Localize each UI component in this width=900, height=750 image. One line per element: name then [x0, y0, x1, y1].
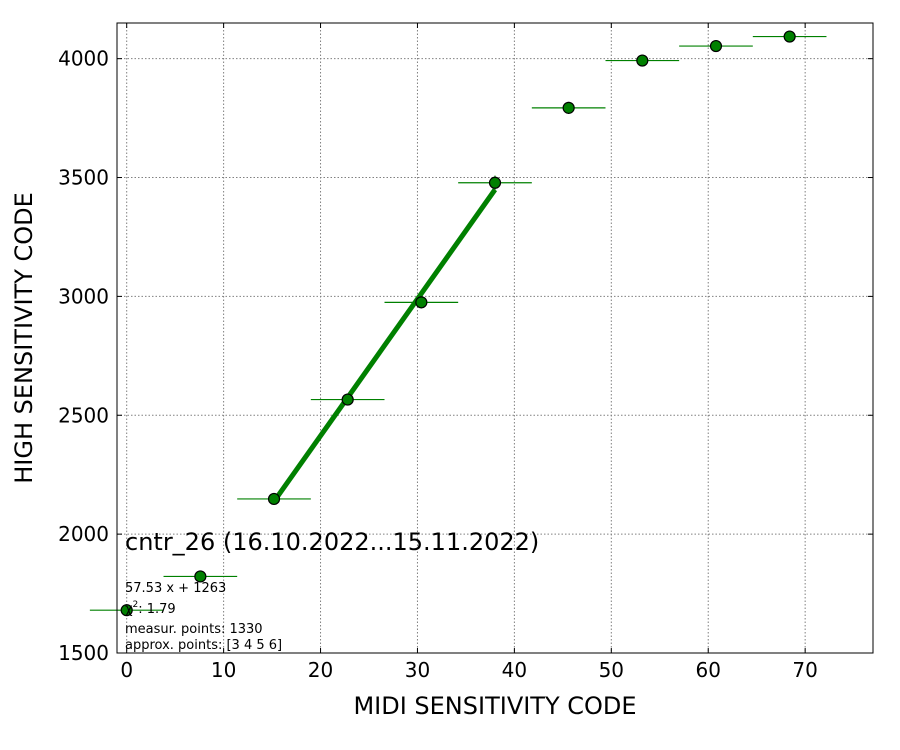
data-marker — [488, 176, 502, 189]
data-marker — [341, 393, 354, 406]
x-tick-label: 60 — [696, 658, 721, 682]
data-point — [310, 393, 385, 406]
data-point — [237, 492, 311, 506]
chi2-value: : 1.79 — [138, 602, 175, 617]
data-marker — [783, 30, 796, 43]
x-tick-label: 0 — [120, 658, 133, 682]
annotation-measur-points: measur. points: 1330 — [125, 622, 263, 637]
y-tick-label: 2000 — [58, 522, 109, 546]
plot-frame — [116, 22, 874, 654]
y-axis-title: HIGH SENSITIVITY CODE — [10, 192, 38, 484]
y-tick-label: 4000 — [58, 47, 109, 71]
data-point — [605, 54, 680, 67]
fit-layer — [271, 188, 498, 503]
annotation-equation: 57.53 x + 1263 — [125, 581, 226, 596]
data-point — [679, 39, 753, 53]
x-tick-label: 20 — [308, 658, 333, 682]
fit-line — [271, 188, 498, 503]
chi2-sup: 2 — [133, 600, 139, 610]
data-point — [384, 296, 459, 309]
data-marker — [120, 604, 133, 617]
data-point — [531, 101, 606, 114]
data-point — [458, 175, 532, 190]
y-tick-label: 1500 — [58, 641, 109, 665]
x-tick-label: 40 — [502, 658, 527, 682]
data-marker — [709, 39, 723, 53]
annotation-approx-points: approx. points: [3 4 5 6] — [125, 638, 282, 653]
data-point — [89, 604, 164, 617]
annotation-chi2: χ2: 1.79 — [125, 600, 176, 617]
data-marker — [562, 101, 575, 114]
x-tick-label: 70 — [792, 658, 817, 682]
grid — [117, 23, 873, 654]
data-marker — [636, 54, 649, 67]
data-marker — [415, 296, 428, 309]
annotations: cntr_26 (16.10.2022...15.11.2022) 57.53 … — [125, 528, 539, 653]
x-axis-title: MIDI SENSITIVITY CODE — [353, 692, 636, 720]
x-tick-label: 10 — [211, 658, 236, 682]
x-tick-label: 50 — [599, 658, 624, 682]
y-tick-label: 3500 — [58, 166, 109, 190]
data-point — [752, 30, 827, 43]
ticks: 0 10 20 30 40 50 60 70 1500 2000 2500 3000 3500 4000 — [58, 23, 873, 682]
points-layer — [89, 30, 827, 617]
data-marker — [194, 570, 207, 583]
x-tick-label: 30 — [405, 658, 430, 682]
chi2-symbol: χ — [125, 602, 133, 617]
annotation-title: cntr_26 (16.10.2022...15.11.2022) — [125, 528, 539, 556]
y-tick-label: 3000 — [58, 284, 109, 308]
y-tick-label: 2500 — [58, 403, 109, 427]
data-point — [163, 570, 238, 583]
data-marker — [267, 492, 281, 506]
